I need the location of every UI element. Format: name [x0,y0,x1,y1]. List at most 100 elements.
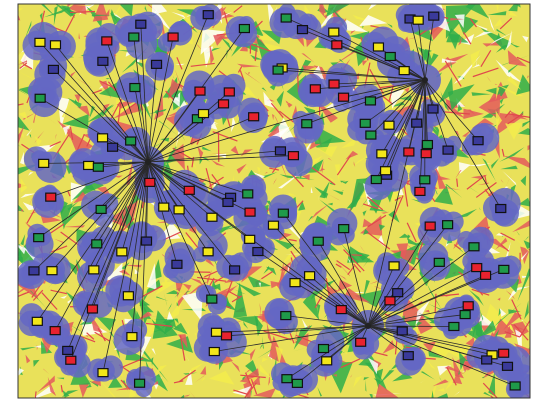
terrain-patch [61,389,79,398]
link [343,228,369,327]
terrain-patch [202,146,212,152]
link [70,161,149,361]
terrain-patch [40,4,56,17]
terrain-patch [250,390,252,397]
link [388,79,426,126]
terrain-patch [326,4,351,17]
terrain-patch [213,34,226,46]
terrain-patch [137,346,169,383]
node [248,112,260,122]
terrain-patch [444,379,453,391]
terrain-patch [488,124,497,129]
street [107,81,117,92]
terrain-patch [216,224,235,234]
terrain-patch [20,151,25,165]
node [392,288,404,298]
terrain-patch [461,370,466,372]
terrain-patch [163,137,178,140]
street [179,335,186,361]
terrain-patch [248,72,251,75]
terrain-patch [446,100,466,119]
node [281,374,293,384]
terrain-patch [194,332,197,337]
terrain-patch [266,321,274,347]
terrain-patch [74,76,93,88]
terrain-patch [20,193,37,199]
node [328,79,340,89]
terrain-patch [153,9,173,32]
link [375,79,426,180]
link [147,103,224,163]
terrain-patch [438,76,454,104]
terrain-patch [508,291,518,301]
terrain-patch [38,110,58,125]
terrain-patch [364,362,384,383]
terrain-patch [193,302,212,314]
street [335,263,342,268]
terrain-patch [18,115,30,131]
street [240,374,266,379]
node [122,291,134,301]
terrain-patch [327,176,335,181]
street [403,184,409,207]
terrain-patch [424,309,430,313]
terrain-patch [30,290,49,311]
terrain-patch [522,35,529,43]
terrain-patch [508,10,518,17]
node [101,36,113,46]
terrain-patch [272,114,274,121]
terrain-patch [361,191,373,208]
terrain-patch [174,283,189,306]
terrain-patch [293,325,313,350]
street [190,62,215,67]
link [147,150,281,163]
terrain-patch [522,120,530,128]
street [278,110,294,123]
link [147,161,231,198]
node [217,99,230,109]
terrain-patch [419,379,426,384]
node [45,192,57,202]
terrain-patch [19,292,27,295]
terrain-patch [342,180,349,184]
terrain-patch [108,376,123,388]
terrain-patch [305,324,310,331]
terrain-patch [440,91,450,112]
terrain-patch [73,191,89,204]
terrain-patch [262,172,278,178]
terrain-patch [387,23,393,28]
link [367,325,409,356]
link [278,69,426,81]
terrain-patch [471,92,491,96]
street [119,357,144,369]
terrain-patch [375,357,385,364]
node [28,266,40,276]
terrain-patch [285,100,293,108]
terrain-patch [197,146,204,160]
node [150,59,163,69]
terrain-patch [380,211,390,214]
node [412,15,424,25]
node [364,96,377,106]
node [95,204,107,215]
terrain-patch [62,125,71,136]
link [367,325,504,354]
node [31,316,43,326]
terrain-patch [263,265,270,274]
terrain-patch [34,136,42,147]
link [367,325,516,387]
coverage-blob [34,58,66,91]
node [372,42,385,52]
map-frame [17,3,531,399]
terrain-patch [498,308,502,317]
link [147,64,157,163]
terrain-patch [174,318,186,331]
terrain-patch [261,87,267,92]
node [125,136,137,146]
terrain-patch [326,193,341,201]
node [427,104,439,114]
terrain-patch [353,375,363,388]
terrain-patch [130,89,143,119]
terrain-patch [311,155,323,169]
terrain-patch [18,244,26,255]
